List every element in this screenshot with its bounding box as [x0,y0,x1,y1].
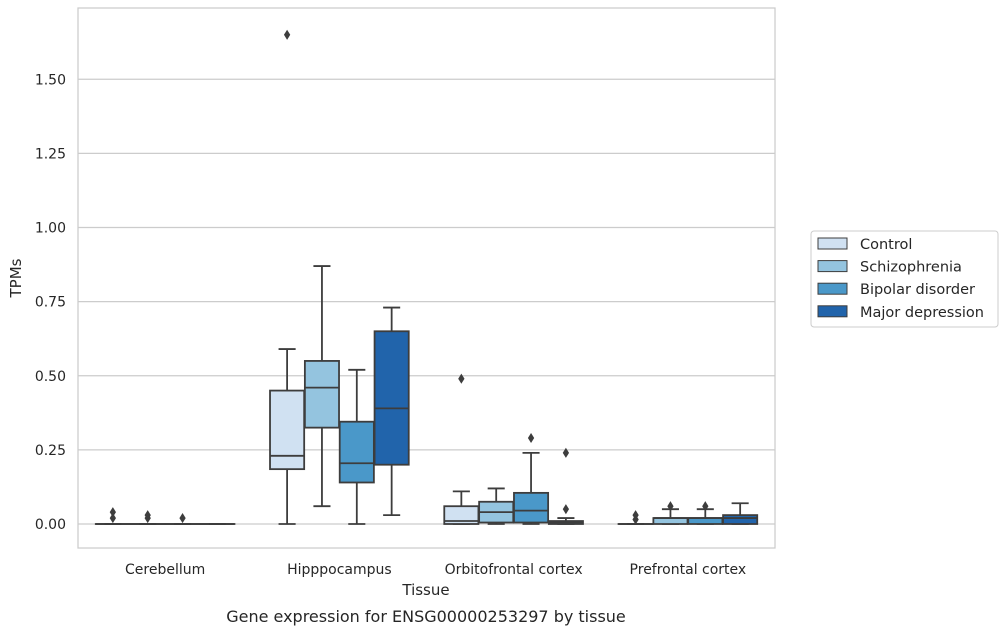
x-tick-label: Prefrontal cortex [630,562,747,578]
legend-label: Major depression [860,305,984,321]
outlier-point [562,504,570,515]
box [478,487,515,525]
box [303,265,340,508]
box [652,501,689,525]
plot-frame [77,7,776,549]
box-body [373,330,410,466]
legend-swatch [817,237,848,250]
y-tick-labels: 0.00 0.25 0.50 0.75 1.00 1.25 1.50 [35,72,66,533]
outlier-point [179,513,186,524]
y-tick-label: 0.50 [35,369,66,385]
outlier-point [109,513,116,524]
outlier-point [109,507,116,518]
legend-label: Control [860,237,912,253]
gridlines [78,78,775,525]
legend-frame [810,230,999,328]
legend-swatch [817,305,848,318]
plot-background [78,8,775,548]
box-body [269,389,306,471]
box-body [513,491,550,524]
legend-label: Schizophrenia [860,260,962,276]
legend-swatch [817,282,848,295]
box-series [94,29,759,525]
x-tick-label: Cerebellum [125,562,205,578]
y-tick-label: 0.75 [35,295,66,311]
x-tick-label: Orbitofrontal cortex [445,562,583,578]
y-tick-label: 1.25 [35,146,66,162]
box-body [303,360,340,429]
legend: Control Schizophrenia Bipolar disorder Majo… [810,230,999,328]
box [513,432,550,525]
outlier-point [458,373,465,384]
y-tick-label: 1.00 [35,221,66,237]
outlier-point [667,501,674,512]
legend-label: Bipolar disorder [860,282,975,298]
outlier-point [562,447,570,458]
box-body [722,514,759,525]
outlier-point [702,501,709,512]
y-tick-label: 0.25 [35,443,66,459]
box [722,502,759,525]
legend-swatch [817,260,848,273]
x-tick-labels: Cerebellum Hipppocampus Orbitofrontal cort… [125,562,746,578]
box [617,510,654,525]
outlier-point [527,432,535,444]
y-axis-title: TPMs [7,258,25,298]
outlier-point [632,510,639,521]
y-tick-label: 0.00 [35,517,66,533]
box [338,368,375,525]
outlier-point [283,29,291,40]
box-body [338,420,375,484]
box [269,29,306,525]
outlier-point [144,510,151,521]
box [373,306,410,517]
chart-caption: Gene expression for ENSG00000253297 by t… [226,607,626,626]
box [547,447,584,525]
x-tick-label: Hipppocampus [287,562,392,578]
x-axis-title: Tissue [401,581,449,599]
y-tick-label: 1.50 [35,72,66,88]
